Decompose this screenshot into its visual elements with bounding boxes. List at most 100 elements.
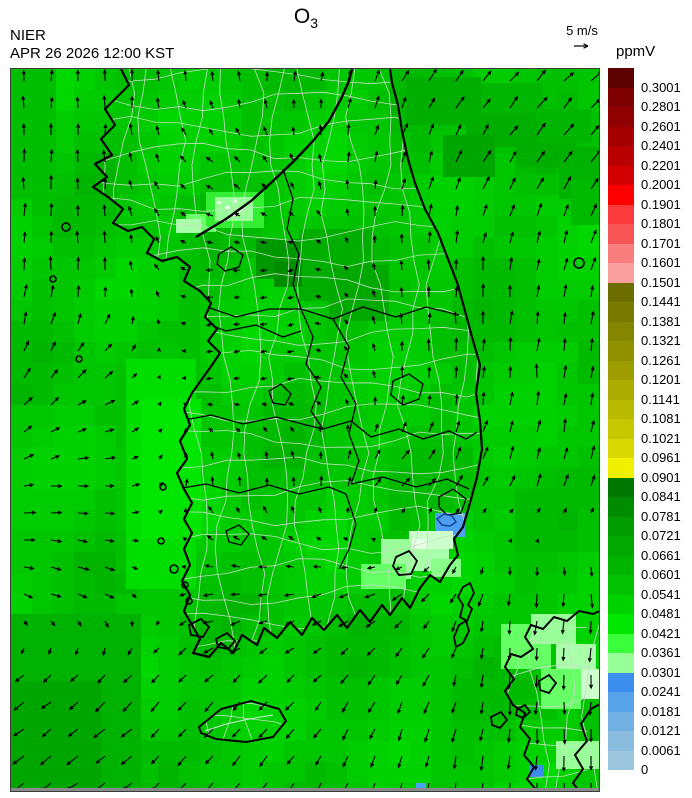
colorbar-segment — [608, 107, 634, 127]
colorbar-tick-label: 0.0961 — [641, 450, 681, 465]
colorbar-segment — [608, 243, 634, 263]
colorbar-segment — [608, 68, 634, 88]
colorbar-segment — [608, 263, 634, 283]
colorbar-tick-label: 0.0661 — [641, 547, 681, 563]
colorbar-segment — [608, 126, 634, 146]
colorbar-tick-label: 0.0841 — [641, 489, 681, 504]
kyushu-coastline — [503, 606, 610, 792]
chart-title-subscript: 3 — [310, 15, 319, 32]
colorbar-tick-label: 0.0541 — [641, 586, 681, 602]
colorbar-tick-label: 0.1701 — [641, 235, 681, 251]
concentration-patch — [539, 109, 591, 143]
concentration-patch — [238, 209, 242, 212]
colorbar-tick-label: 0.1261 — [641, 352, 681, 368]
island-outline — [392, 549, 419, 576]
concentration-patch — [217, 201, 221, 204]
colorbar-tick-label: 0.1901 — [641, 196, 681, 212]
jeju-island — [197, 699, 288, 744]
colorbar-tick-label: 0.2201 — [641, 157, 681, 173]
concentration-patch — [11, 69, 56, 199]
colorbar-segment — [608, 692, 634, 712]
small-island — [573, 257, 585, 269]
colorbar-tick-label: 0.2001 — [641, 177, 681, 192]
island-outline — [187, 617, 211, 638]
colorbar-segment — [608, 575, 634, 595]
chart-title: O3 — [293, 5, 319, 32]
busan-harbor-outline — [435, 513, 458, 527]
colorbar-segment — [608, 185, 634, 205]
small-island — [157, 537, 165, 545]
concentration-patch — [571, 181, 599, 225]
colorbar-segment — [608, 380, 634, 400]
colorbar-tick-label: 0.2801 — [641, 99, 681, 114]
concentration-patch — [233, 199, 237, 203]
small-island — [159, 483, 167, 491]
colorbar-segment — [608, 224, 634, 244]
concentration-patch — [416, 783, 426, 790]
colorbar-tick-label: 0.0181 — [641, 703, 681, 719]
colorbar-segment — [608, 497, 634, 517]
concentration-patch — [541, 669, 581, 709]
map-area — [10, 68, 620, 798]
island-outline — [514, 703, 532, 720]
colorbar-tick-label: 0.1381 — [641, 313, 681, 329]
wind-reference-arrow-icon — [574, 43, 589, 49]
colorbar-tick-label: 0.2401 — [641, 138, 681, 153]
province-boundaries — [175, 69, 478, 570]
colorbar-tick-label: 0.1441 — [641, 294, 681, 309]
concentration-patch — [581, 669, 609, 699]
colorbar-segment — [608, 438, 634, 458]
colorbar-segment — [608, 87, 634, 107]
colorbar-segment — [608, 672, 634, 692]
colorbar-segment — [608, 750, 634, 770]
korea-coastline — [91, 68, 484, 659]
small-island — [61, 222, 71, 232]
colorbar-tick-label: 0.1021 — [641, 430, 681, 446]
concentration-patch — [431, 559, 461, 577]
colorbar-tick-label: 0.0781 — [641, 508, 681, 524]
colorbar-segment — [608, 419, 634, 439]
colorbar-segment — [608, 614, 634, 634]
colorbar-segment — [608, 146, 634, 166]
colorbar-tick-label: 0.0481 — [641, 606, 681, 621]
colorbar-tick-label: 0.1601 — [641, 255, 681, 270]
colorbar-tick-label: 0.1081 — [641, 411, 681, 426]
colorbar-tick-label: 0.3001 — [641, 79, 681, 95]
colorbar-segment — [608, 458, 634, 478]
colorbar-segment — [608, 477, 634, 497]
colorbar-tick-label: 0.0241 — [641, 684, 681, 699]
colorbar-segment — [608, 633, 634, 653]
colorbar-segment — [608, 653, 634, 673]
small-island — [75, 355, 83, 363]
colorbar-tick-label: 0.0301 — [641, 664, 681, 680]
colorbar-segment — [608, 302, 634, 322]
colorbar-segment — [608, 204, 634, 224]
colorbar-tick-label: 0.1201 — [641, 372, 681, 387]
colorbar-segment — [608, 282, 634, 302]
colorbar-segment — [608, 360, 634, 380]
colorbar-segment — [608, 399, 634, 419]
colorbar-segment — [608, 165, 634, 185]
colorbar-tick-label: 0.0601 — [641, 567, 681, 582]
concentration-patch — [481, 83, 543, 113]
colorbar-segment — [608, 341, 634, 361]
wind-reference-label: 5 m/s — [566, 23, 598, 38]
island-outline — [490, 710, 509, 730]
small-island — [169, 564, 179, 574]
colorbar-tick-label: 0.2601 — [641, 118, 681, 134]
concentration-patch — [176, 219, 201, 233]
colorbar-segment — [608, 594, 634, 614]
colorbar-tick-label: 0.0901 — [641, 469, 681, 485]
island-outline — [214, 631, 237, 650]
agency-label: NIER — [10, 27, 46, 44]
island-outline — [453, 619, 470, 649]
colorbar-tick-label: 0.0421 — [641, 625, 681, 641]
colorbar-tick-label: 0.1801 — [641, 216, 681, 231]
colorbar — [608, 68, 634, 770]
colorbar-tick-label: 0.1321 — [641, 333, 681, 348]
colorbar-tick-label: 0.1501 — [641, 274, 681, 290]
small-island — [49, 275, 57, 283]
colorbar-segment — [608, 711, 634, 731]
colorbar-tick-label: 0.0361 — [641, 645, 681, 660]
island-outline — [538, 673, 558, 695]
